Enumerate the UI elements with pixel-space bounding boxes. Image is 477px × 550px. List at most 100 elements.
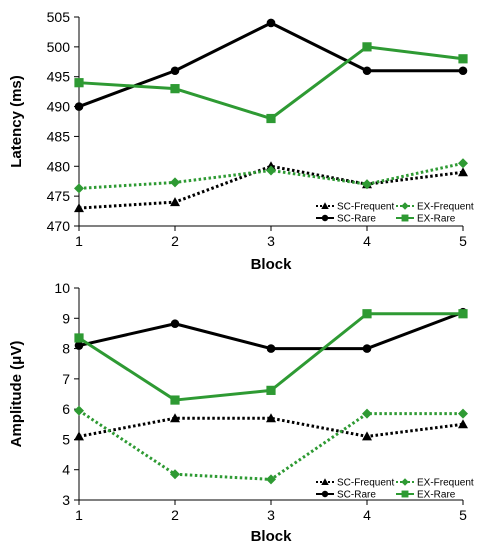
y-tick-label: 490 [47, 99, 71, 115]
y-tick-label: 7 [62, 371, 70, 387]
x-tick-label: 5 [459, 507, 467, 523]
legend-label: SC-Frequent [337, 478, 394, 489]
data-point-ex-frequent [362, 408, 372, 419]
data-point-ex-rare [458, 54, 468, 64]
y-axis-title: Latency (ms) [8, 75, 25, 168]
data-point-ex-rare [170, 395, 180, 405]
data-point-ex-rare [170, 84, 180, 94]
data-point-sc-frequent [74, 203, 84, 213]
data-point-sc-rare [74, 102, 84, 111]
data-point-ex-frequent [266, 165, 276, 176]
data-point-sc-rare [170, 319, 180, 329]
series-sc-frequent [74, 413, 468, 441]
series-sc-rare [74, 18, 468, 111]
data-point-sc-rare [266, 344, 276, 353]
x-axis-title: Block [251, 256, 293, 273]
data-point-ex-frequent [362, 179, 372, 190]
data-point-sc-rare [362, 66, 372, 76]
latency-chart: 470 475 480 485 490 495 500 505 1 2 3 4 5 Block Latenc… [8, 9, 474, 273]
legend-swatch-marker [401, 202, 409, 210]
data-point-ex-frequent [266, 474, 276, 485]
legend: SC-Frequent EX-Frequent SC-Rare EX-Rare [316, 478, 474, 501]
data-point-ex-rare [74, 333, 84, 343]
data-point-ex-rare [458, 309, 468, 319]
legend-label: SC-Rare [337, 214, 376, 225]
legend-swatch-marker [321, 202, 329, 209]
y-tick-label: 485 [47, 128, 71, 144]
legend-item-sc-frequent: SC-Frequent [316, 478, 394, 489]
y-tick-label: 6 [62, 401, 70, 417]
series-line-sc-rare [78, 21, 463, 108]
data-point-sc-frequent [458, 167, 468, 177]
data-point-ex-frequent [170, 177, 180, 188]
x-tick-label: 4 [363, 233, 371, 249]
legend-item-sc-rare: SC-Rare [316, 490, 376, 501]
series-line-sc-rare [78, 310, 464, 351]
legend-label: SC-Rare [337, 490, 376, 501]
data-point-ex-frequent [74, 405, 84, 416]
legend-label: EX-Rare [417, 490, 456, 501]
y-tick-label: 9 [62, 310, 70, 326]
data-point-ex-rare [362, 309, 372, 319]
data-point-ex-frequent [74, 183, 84, 194]
legend-swatch-marker [401, 214, 409, 222]
y-tick-label: 470 [47, 218, 71, 234]
x-tick-label: 3 [267, 507, 275, 523]
y-tick-label: 4 [62, 462, 70, 478]
y-tick-label: 480 [47, 158, 71, 174]
legend-label: EX-Frequent [417, 202, 474, 213]
data-point-sc-frequent [458, 419, 468, 429]
legend-swatch-marker [401, 490, 409, 498]
x-tick-label: 1 [75, 233, 83, 249]
data-point-sc-frequent [74, 431, 84, 441]
y-tick-label: 500 [47, 39, 71, 55]
legend-swatch-marker [401, 478, 409, 486]
legend-label: EX-Frequent [417, 478, 474, 489]
series-ex-rare [74, 309, 468, 405]
data-point-sc-frequent [362, 431, 372, 441]
series-line-sc-frequent [78, 416, 464, 438]
legend-item-ex-frequent: EX-Frequent [396, 478, 474, 489]
data-point-ex-rare [266, 385, 276, 395]
y-axis-title: Amplitude (μV) [8, 341, 25, 448]
data-point-sc-rare [170, 66, 180, 76]
data-point-sc-rare [266, 18, 276, 28]
data-point-sc-rare [362, 344, 372, 353]
legend-item-ex-frequent: EX-Frequent [396, 202, 474, 213]
data-point-ex-rare [74, 78, 84, 88]
y-tick-label: 505 [47, 9, 71, 25]
data-point-ex-frequent [170, 469, 180, 480]
legend: SC-Frequent EX-Frequent SC-Rare EX-Rare [316, 202, 474, 225]
data-point-sc-frequent [170, 413, 180, 423]
series-line-ex-rare [78, 45, 464, 121]
x-tick-label: 5 [459, 233, 467, 249]
x-tick-label: 4 [363, 507, 371, 523]
data-point-sc-frequent [170, 197, 180, 207]
legend-item-ex-rare: EX-Rare [396, 490, 456, 501]
legend-label: EX-Rare [417, 214, 456, 225]
y-tick-label: 3 [62, 492, 70, 508]
legend-swatch-marker [321, 478, 329, 485]
series-ex-frequent [74, 405, 468, 485]
legend-item-sc-frequent: SC-Frequent [316, 202, 394, 213]
y-tick-label: 8 [62, 341, 70, 357]
x-tick-label: 2 [171, 233, 179, 249]
legend-swatch-marker [321, 490, 329, 498]
series-sc-rare [74, 307, 468, 353]
series-ex-rare [74, 42, 468, 124]
x-tick-label: 1 [75, 507, 83, 523]
amplitude-chart: 3 4 5 6 7 8 9 10 1 2 3 4 5 Block Amplitude (μV) SC-Freq… [8, 280, 474, 545]
legend-label: SC-Frequent [337, 202, 394, 213]
series-ex-frequent [74, 158, 468, 194]
x-tick-label: 2 [171, 507, 179, 523]
y-tick-label: 5 [62, 431, 70, 447]
data-point-ex-frequent [458, 408, 468, 419]
x-tick-label: 3 [267, 233, 275, 249]
data-point-sc-rare [458, 66, 468, 76]
legend-swatch-marker [321, 214, 329, 222]
legend-item-sc-rare: SC-Rare [316, 214, 376, 225]
data-point-sc-frequent [266, 413, 276, 423]
data-point-ex-rare [362, 42, 372, 52]
x-axis-title: Block [251, 528, 293, 545]
